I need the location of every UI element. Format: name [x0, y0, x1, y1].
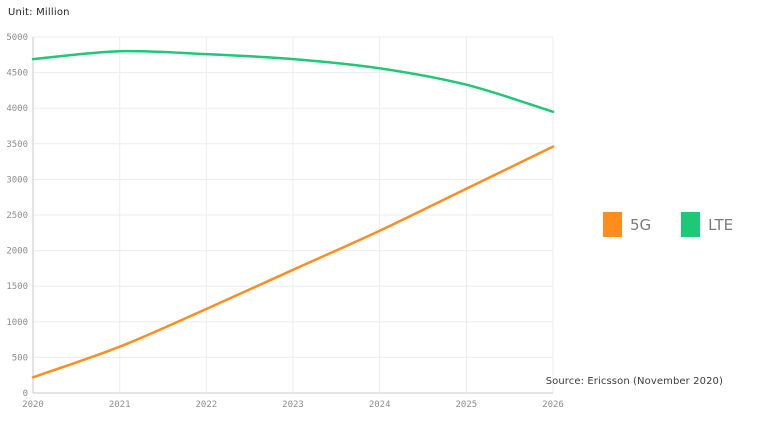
x-tick-label: 2022	[195, 400, 217, 410]
legend: 5G LTE	[603, 212, 733, 237]
y-tick-label: 0	[23, 389, 28, 399]
x-tick-label: 2020	[22, 400, 44, 410]
x-tick-label: 2023	[282, 400, 304, 410]
legend-label: LTE	[708, 215, 734, 234]
x-tick-label: 2024	[369, 400, 391, 410]
y-tick-label: 4000	[6, 104, 28, 114]
x-tick-label: 2021	[109, 400, 131, 410]
unit-label: Unit: Million	[8, 7, 70, 18]
legend-swatch-LTE	[681, 212, 701, 237]
x-tick-label: 2026	[542, 400, 564, 410]
source-label: Source: Ericsson (November 2020)	[545, 376, 723, 387]
legend-item-LTE: LTE	[681, 212, 733, 237]
y-tick-label: 3000	[6, 175, 28, 185]
legend-label: 5G	[630, 215, 652, 234]
legend-swatch-5G	[603, 212, 622, 237]
series-line-LTE	[31, 49, 555, 114]
y-tick-label: 5000	[6, 33, 28, 43]
y-tick-label: 1500	[6, 282, 28, 292]
y-tick-label: 4500	[6, 69, 28, 79]
y-tick-label: 1000	[6, 318, 28, 328]
y-tick-label: 500	[12, 353, 28, 363]
y-tick-label: 3500	[6, 140, 28, 150]
y-tick-label: 2500	[6, 211, 28, 221]
legend-item-5G: 5G	[603, 212, 651, 237]
series-line-5G	[31, 145, 555, 379]
y-tick-label: 2000	[6, 247, 28, 257]
x-tick-label: 2025	[455, 400, 477, 410]
